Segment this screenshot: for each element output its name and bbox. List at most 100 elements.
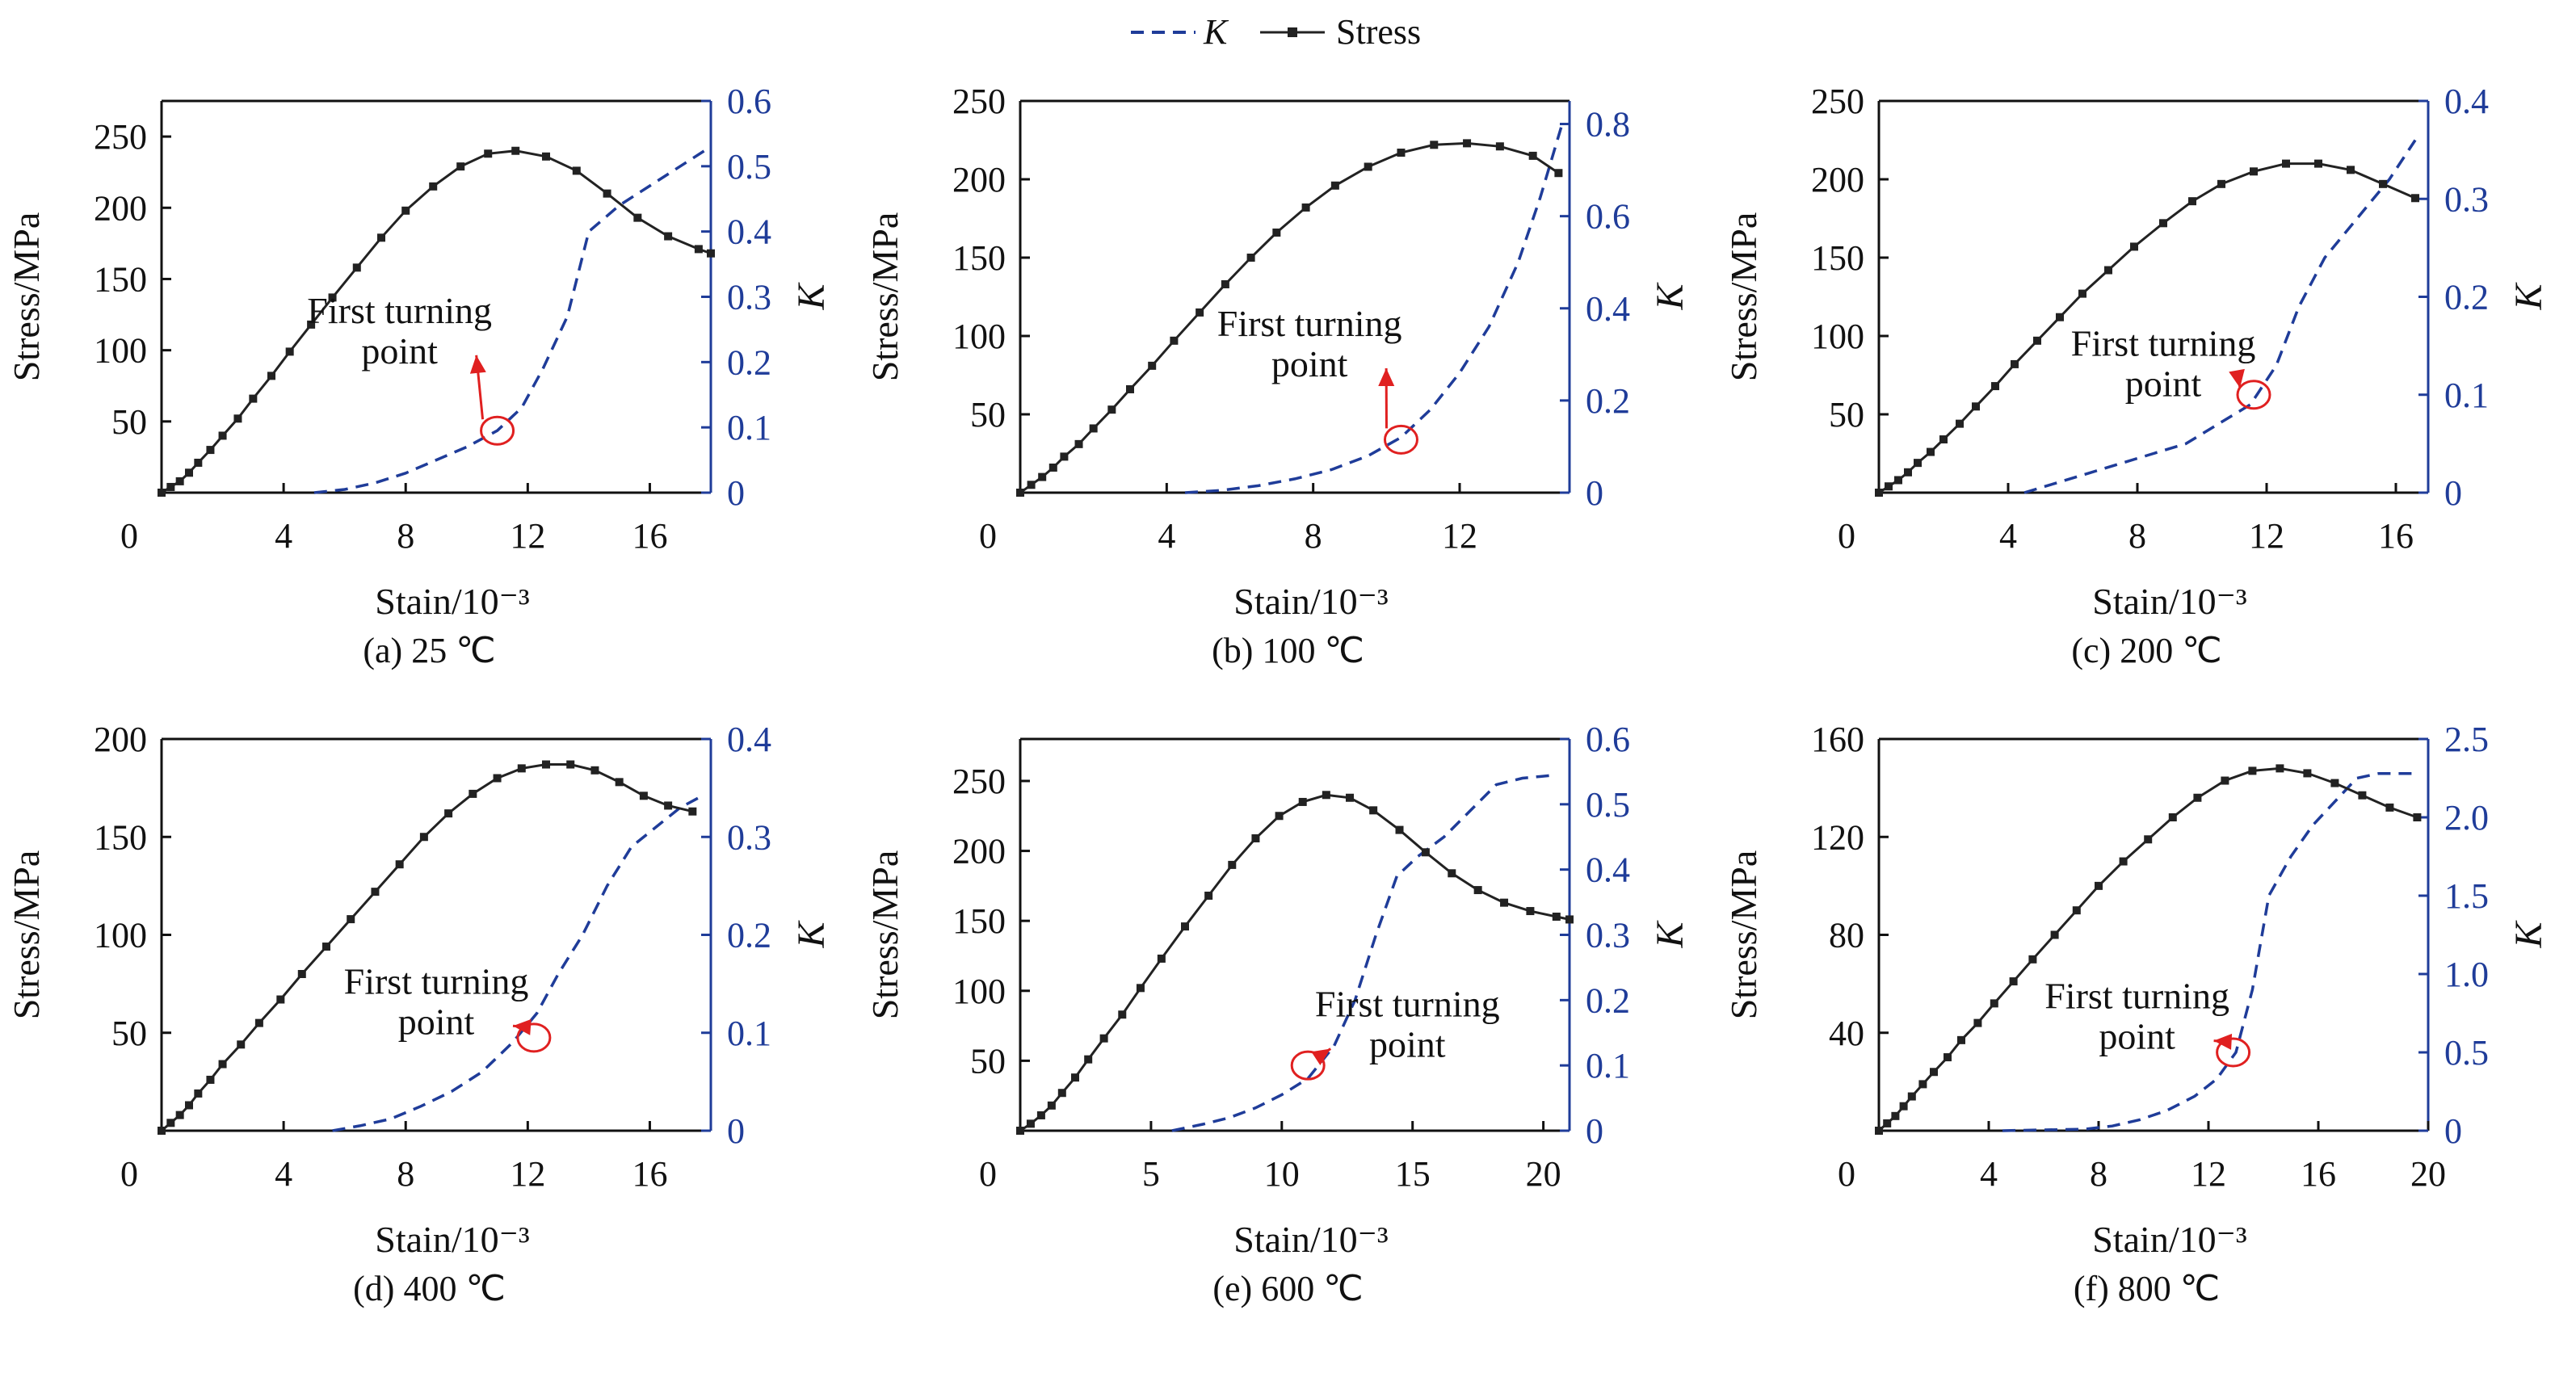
annotation-arrow-head (1378, 368, 1394, 386)
stress-point (1090, 424, 1098, 432)
y2-tick-label: 0.1 (727, 408, 771, 447)
stress-point (371, 888, 379, 896)
stress-point (1990, 999, 1998, 1007)
y2-tick-label: 0.5 (727, 147, 771, 187)
y-tick-label: 150 (94, 259, 147, 299)
x-tick-label: 20 (1526, 1154, 1561, 1194)
stress-point (1496, 142, 1504, 150)
y2-tick-label: 0.2 (2444, 278, 2489, 317)
stress-point (664, 233, 672, 241)
y-tick-label: 100 (94, 916, 147, 955)
x-tick-label: 16 (632, 516, 667, 556)
x-tick-label: 0 (979, 1154, 997, 1194)
k-series-line (2024, 141, 2415, 493)
y2-tick-label: 2.0 (2444, 798, 2489, 838)
y2-tick-label: 0.6 (1586, 720, 1630, 759)
stress-point (1900, 1102, 1908, 1111)
annotation-line2: point (2125, 363, 2202, 404)
y-axis-label: Stress/MPa (6, 212, 47, 382)
stress-point (2169, 813, 2177, 821)
stress-point (2330, 779, 2339, 787)
y2-tick-label: 2.5 (2444, 720, 2489, 759)
x-tick-label: 12 (2249, 516, 2284, 556)
y2-tick-label: 0.1 (2444, 376, 2489, 415)
y2-tick-label: 0.3 (2444, 179, 2489, 219)
y-tick-label: 250 (952, 762, 1006, 801)
stress-point (542, 153, 550, 161)
x-axis-label: Stain/10⁻³ (375, 581, 529, 622)
stress-point (255, 1019, 263, 1027)
y-tick-label: 100 (94, 331, 147, 371)
stress-point (1875, 1127, 1883, 1135)
stress-point (1883, 1119, 1891, 1127)
y2-tick-label: 0.3 (727, 817, 771, 857)
y-tick-label: 200 (1811, 160, 1864, 199)
stress-series-line (1879, 768, 2417, 1131)
stress-point (1927, 448, 1935, 456)
stress-point (1272, 229, 1280, 237)
stress-point (2120, 858, 2128, 866)
x-axis-label: Stain/10⁻³ (1233, 1219, 1388, 1260)
stress-point (2221, 777, 2229, 785)
y-tick-label: 250 (952, 82, 1006, 121)
stress-point (469, 790, 477, 798)
y-tick-label: 250 (94, 117, 147, 157)
stress-point (158, 1127, 166, 1135)
y2-tick-label: 0.1 (727, 1014, 771, 1053)
y2-tick-label: 0.4 (727, 212, 771, 252)
stress-point (1930, 1068, 1938, 1076)
stress-point (1430, 141, 1438, 149)
stress-point (429, 183, 437, 191)
annotation-line1: First turning (1217, 303, 1402, 344)
annotation-line2: point (361, 330, 438, 372)
stress-point (1526, 907, 1534, 915)
y-axis-label: Stress/MPa (864, 850, 906, 1020)
stress-point (353, 263, 361, 271)
stress-point (1322, 791, 1330, 799)
stress-point (2248, 766, 2256, 775)
x-tick-label: 4 (275, 516, 292, 556)
x-tick-label: 8 (397, 1154, 414, 1194)
stress-point (1048, 1102, 1056, 1110)
stress-point (1894, 476, 1902, 484)
stress-point (566, 761, 574, 769)
stress-point (573, 166, 581, 174)
stress-point (249, 395, 257, 403)
stress-point (707, 250, 715, 258)
y-axis-label: Stress/MPa (1723, 850, 1764, 1020)
stress-point (444, 809, 452, 817)
stress-point (1118, 1010, 1126, 1018)
panel-caption: (d) 400 ℃ (0, 1268, 859, 1309)
stress-point (484, 149, 492, 157)
stress-point (1956, 420, 1964, 428)
y-tick-label: 250 (1811, 82, 1864, 121)
x-tick-label: 16 (632, 1154, 667, 1194)
stress-point (185, 468, 193, 477)
stress-point (1904, 468, 1912, 477)
annotation-line2: point (1369, 1024, 1446, 1065)
stress-point (2028, 955, 2036, 964)
x-axis-label: Stain/10⁻³ (2092, 581, 2246, 622)
panel-caption: (f) 800 ℃ (1717, 1268, 2576, 1309)
y2-tick-label: 0 (2444, 473, 2462, 513)
stress-point (1016, 489, 1024, 497)
legend-k-label: K (1203, 12, 1229, 52)
stress-point (2217, 180, 2225, 188)
stress-point (1196, 309, 1204, 317)
stress-point (1275, 812, 1284, 820)
y-axis-label: Stress/MPa (6, 850, 47, 1020)
stress-point (1027, 1119, 1035, 1127)
y-axis-label: Stress/MPa (1723, 212, 1764, 382)
x-tick-label: 8 (2090, 1154, 2107, 1194)
stress-point (2130, 242, 2138, 250)
stress-point (1908, 1093, 1916, 1101)
stress-point (511, 147, 519, 155)
annotation-line1: First turning (344, 960, 529, 1001)
stress-point (237, 1040, 245, 1048)
x-tick-label: 4 (1158, 516, 1175, 556)
stress-point (1957, 1036, 1965, 1044)
y2-tick-label: 0.4 (1586, 850, 1630, 890)
stress-point (396, 860, 404, 868)
